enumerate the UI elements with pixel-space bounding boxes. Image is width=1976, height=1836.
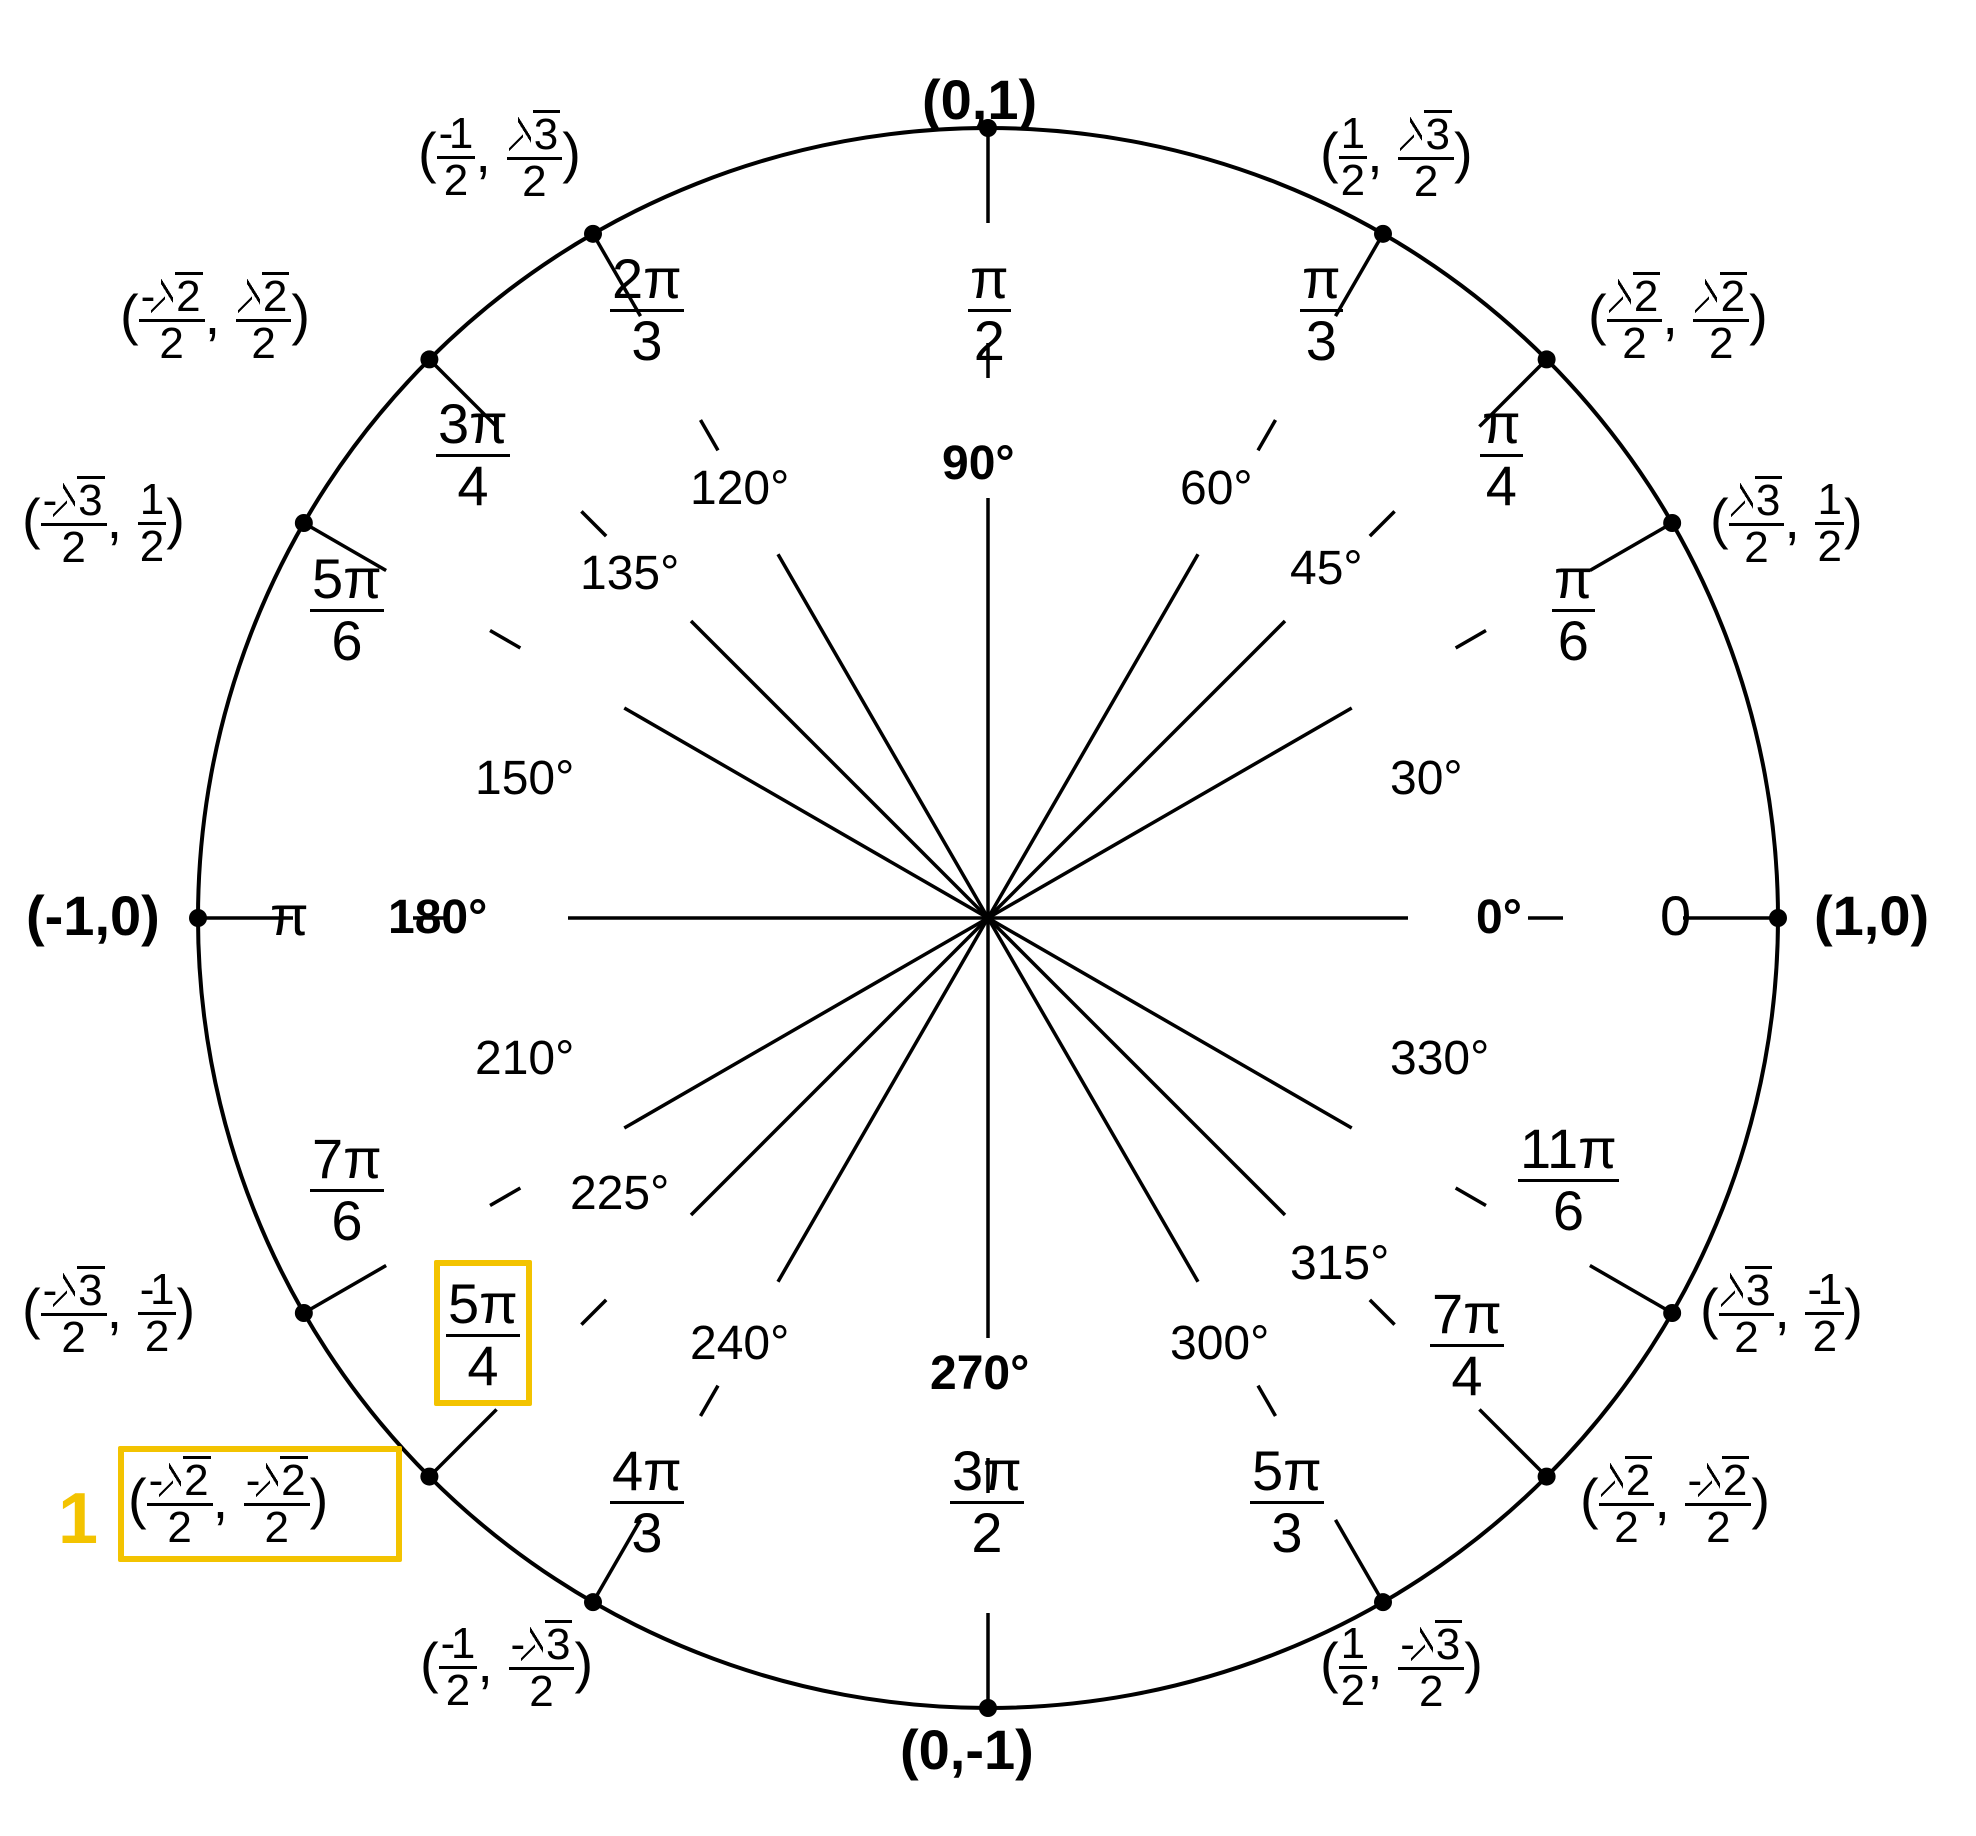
rad-11pi-6: 11π6 bbox=[1518, 1120, 1619, 1241]
coord-300: (12, -32) bbox=[1320, 1620, 1483, 1714]
deg-240: 240° bbox=[690, 1320, 789, 1368]
rad-3pi-4: 3π4 bbox=[436, 395, 510, 516]
coord-315: (22, -22) bbox=[1580, 1456, 1770, 1550]
deg-150: 150° bbox=[475, 755, 574, 803]
highlight-radian-5pi4 bbox=[434, 1260, 532, 1406]
coord-90: (0,1) bbox=[922, 72, 1037, 128]
deg-60: 60° bbox=[1180, 465, 1253, 513]
coord-180: (-1,0) bbox=[26, 888, 160, 944]
coord-150: (-32, 12) bbox=[22, 476, 185, 570]
deg-270: 270° bbox=[930, 1350, 1029, 1398]
deg-180: 180° bbox=[388, 894, 487, 942]
coord-60: (12, 32) bbox=[1320, 110, 1473, 204]
deg-90: 90° bbox=[942, 440, 1015, 488]
rad-pi-3: π3 bbox=[1300, 250, 1343, 371]
coord-210: (-32, -12) bbox=[22, 1266, 195, 1360]
coord-0: (1,0) bbox=[1814, 888, 1929, 944]
deg-210: 210° bbox=[475, 1035, 574, 1083]
rad-3pi-2: 3π2 bbox=[950, 1442, 1024, 1563]
coord-45: (22, 22) bbox=[1588, 272, 1768, 366]
rad-5pi-3: 5π3 bbox=[1250, 1442, 1324, 1563]
rad-4pi-3: 4π3 bbox=[610, 1442, 684, 1563]
highlight-coord-225 bbox=[118, 1446, 402, 1562]
rad-7pi-6: 7π6 bbox=[310, 1130, 384, 1251]
rad-pi-2: π2 bbox=[968, 250, 1011, 371]
deg-300: 300° bbox=[1170, 1320, 1269, 1368]
rad-pi: π bbox=[270, 888, 309, 944]
rad-pi-6: π6 bbox=[1552, 550, 1595, 671]
deg-0: 0° bbox=[1476, 894, 1522, 942]
deg-330: 330° bbox=[1390, 1035, 1489, 1083]
deg-120: 120° bbox=[690, 465, 789, 513]
deg-225: 225° bbox=[570, 1170, 669, 1218]
rad-5pi-6: 5π6 bbox=[310, 550, 384, 671]
annotation-1: 1 bbox=[58, 1478, 98, 1560]
coord-120: (-12, 32) bbox=[418, 110, 581, 204]
coord-240: (-12, -32) bbox=[420, 1620, 593, 1714]
deg-315: 315° bbox=[1290, 1240, 1389, 1288]
rad-7pi-4: 7π4 bbox=[1430, 1285, 1504, 1406]
rad-2pi-3: 2π3 bbox=[610, 250, 684, 371]
coord-330: (32, -12) bbox=[1700, 1266, 1863, 1360]
deg-45: 45° bbox=[1290, 545, 1363, 593]
rad-pi-4: π4 bbox=[1480, 395, 1523, 516]
coord-135: (-22, 22) bbox=[120, 272, 310, 366]
deg-135: 135° bbox=[580, 550, 679, 598]
coord-30: (32, 12) bbox=[1710, 476, 1863, 570]
deg-30: 30° bbox=[1390, 755, 1463, 803]
rad-0: 0 bbox=[1660, 888, 1691, 944]
coord-270: (0,-1) bbox=[900, 1722, 1034, 1778]
